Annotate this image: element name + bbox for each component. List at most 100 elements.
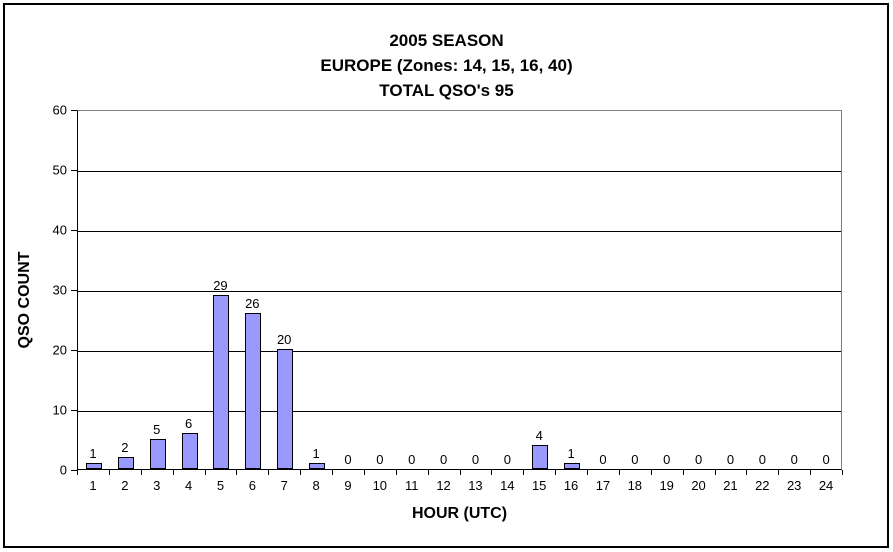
data-label-hour-14: 0	[503, 452, 511, 467]
x-tick-mark	[523, 470, 525, 475]
bar-hour-6	[245, 313, 262, 469]
x-tick-label-20: 20	[691, 478, 706, 493]
x-tick-label-17: 17	[595, 478, 611, 493]
x-tick-label-21: 21	[723, 478, 738, 493]
x-tick-mark	[140, 470, 142, 475]
y-tick-label: 20	[52, 342, 67, 358]
data-label-hour-11: 0	[408, 452, 416, 467]
x-tick-mark	[842, 470, 843, 475]
data-label-hour-21: 0	[726, 452, 735, 467]
chart-title-line-season: 2005 SEASON	[389, 31, 504, 50]
data-label-hour-10: 0	[376, 452, 384, 467]
y-tick-label: 10	[52, 402, 67, 418]
data-label-hour-18: 0	[631, 452, 639, 467]
x-tick-label-19: 19	[659, 478, 674, 493]
x-tick-label-14: 14	[500, 478, 515, 493]
y-tick-label: 0	[59, 462, 67, 478]
bar-hour-8	[309, 463, 326, 469]
data-label-hour-3: 5	[153, 422, 161, 437]
x-tick-label-23: 23	[786, 478, 802, 493]
x-tick-label-1: 1	[89, 478, 97, 493]
x-tick-label-13: 13	[468, 478, 483, 493]
bar-hour-5	[213, 295, 230, 469]
x-tick-mark	[746, 470, 748, 475]
bar-hour-7	[277, 349, 294, 469]
x-tick-label-2: 2	[121, 478, 129, 493]
x-tick-mark	[172, 470, 174, 475]
x-tick-mark	[77, 470, 78, 475]
data-label-hour-9: 0	[344, 452, 352, 467]
data-label-hour-20: 0	[694, 452, 703, 467]
y-tick-label: 40	[52, 222, 67, 238]
x-tick-label-16: 16	[563, 478, 579, 493]
gridline-y-50	[78, 171, 841, 172]
data-label-hour-13: 0	[471, 452, 480, 467]
data-label-hour-24: 0	[822, 452, 830, 467]
y-tick-mark	[71, 410, 77, 411]
x-tick-label-6: 6	[248, 478, 256, 493]
data-label-hour-8: 1	[312, 446, 320, 461]
x-tick-label-8: 8	[312, 478, 320, 493]
chart-title-line-total: TOTAL QSO's 95	[379, 81, 514, 100]
y-tick-label: 50	[52, 162, 67, 178]
x-tick-mark	[810, 470, 812, 475]
bar-hour-4	[181, 433, 198, 469]
x-tick-label-12: 12	[436, 478, 451, 493]
x-tick-mark	[714, 470, 716, 475]
x-tick-label-10: 10	[372, 478, 388, 493]
bar-hour-1	[85, 463, 102, 469]
x-tick-mark	[587, 470, 588, 475]
y-tick-mark	[71, 230, 77, 231]
x-tick-mark	[459, 470, 461, 475]
x-tick-label-15: 15	[531, 478, 547, 493]
y-tick-label: 60	[52, 102, 67, 118]
x-tick-mark	[682, 470, 684, 475]
bar-hour-16	[564, 463, 581, 469]
x-tick-label-22: 22	[755, 478, 770, 493]
data-label-hour-6: 26	[245, 296, 260, 311]
x-tick-mark	[395, 470, 397, 475]
x-tick-mark	[268, 470, 270, 475]
gridline-y-20	[78, 351, 841, 352]
chart-title-line-region: EUROPE (Zones: 14, 15, 16, 40)	[320, 56, 573, 75]
x-tick-mark	[204, 470, 206, 475]
bar-hour-2	[117, 457, 134, 469]
x-tick-mark	[363, 470, 365, 475]
gridline-y-40	[78, 231, 841, 232]
gridline-y-10	[78, 411, 841, 412]
x-axis-title: HOUR (UTC)	[411, 505, 508, 522]
x-tick-label-9: 9	[344, 478, 352, 493]
data-label-hour-15: 4	[535, 428, 543, 443]
x-tick-label-7: 7	[280, 478, 288, 493]
x-tick-mark	[332, 470, 333, 475]
plot-area	[77, 110, 842, 470]
data-label-hour-16: 1	[567, 446, 575, 461]
data-label-hour-19: 0	[663, 452, 671, 467]
x-tick-mark	[618, 470, 620, 475]
x-tick-label-18: 18	[627, 478, 643, 493]
data-label-hour-2: 2	[121, 440, 129, 455]
y-tick-mark	[71, 170, 77, 171]
bar-hour-15	[532, 445, 549, 469]
x-tick-mark	[650, 470, 652, 475]
y-tick-mark	[71, 290, 77, 291]
x-tick-mark	[491, 470, 493, 475]
chart-title: 2005 SEASON EUROPE (Zones: 14, 15, 16, 4…	[0, 28, 893, 103]
bar-hour-3	[149, 439, 166, 469]
y-tick-label: 30	[52, 282, 67, 298]
data-label-hour-22: 0	[758, 452, 766, 467]
x-tick-mark	[300, 470, 302, 475]
data-label-hour-12: 0	[439, 452, 448, 467]
data-label-hour-4: 6	[184, 416, 193, 431]
x-tick-mark	[108, 470, 110, 475]
y-tick-mark	[71, 110, 77, 111]
x-tick-label-24: 24	[818, 478, 834, 493]
data-label-hour-23: 0	[790, 452, 798, 467]
x-tick-label-11: 11	[404, 478, 419, 493]
data-label-hour-1: 1	[89, 446, 97, 461]
gridline-y-30	[78, 291, 841, 292]
y-tick-mark	[71, 470, 77, 471]
data-label-hour-7: 20	[276, 332, 292, 347]
y-axis-title: QSO COUNT	[16, 251, 33, 349]
